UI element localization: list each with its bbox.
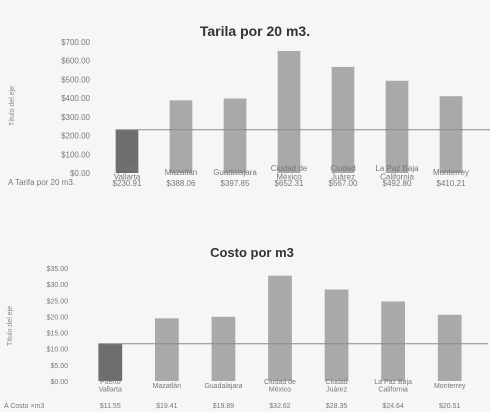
y-tick-label: $10.00 xyxy=(47,347,69,354)
bar xyxy=(154,318,179,381)
y-axis: $0.00 $100.00 $200.00 $300.00 $400.00 $500.00… xyxy=(61,38,90,178)
y-tick-label: $200.00 xyxy=(61,132,90,141)
chart-title: Tarila por 20 m3. xyxy=(200,23,310,39)
bar xyxy=(324,289,349,381)
data-table-value: $230.91 xyxy=(113,179,142,188)
y-tick-label: $30.00 xyxy=(47,282,69,289)
data-table-value: $32.62 xyxy=(269,403,291,410)
data-table-value: $410.21 xyxy=(437,179,466,188)
tarifa-chart: Tarila por 20 m3. Título del eje $0.00 $1… xyxy=(8,23,490,188)
data-table-value: $11.55 xyxy=(100,403,121,410)
x-tick-label: Monterrey xyxy=(434,383,466,390)
y-tick-label: $600.00 xyxy=(61,57,90,66)
data-table-row-label: A Tarifa por 20 m3. xyxy=(8,178,75,187)
y-tick-label: $100.00 xyxy=(61,150,90,159)
bar xyxy=(437,314,462,381)
data-table-value: $20.51 xyxy=(439,403,461,410)
data-table-value: $397.85 xyxy=(221,179,250,188)
bar xyxy=(169,100,193,173)
y-tick-label: $700.00 xyxy=(61,38,90,47)
y-tick-label: $500.00 xyxy=(61,75,90,84)
data-table-value: $24.64 xyxy=(382,403,404,410)
data-table-value: $28.35 xyxy=(326,403,348,410)
bar xyxy=(381,301,406,381)
bar xyxy=(223,98,247,173)
bar-series xyxy=(115,50,463,173)
data-table-row-label: A Costo ×m3 xyxy=(4,403,44,410)
data-table-value: $19.89 xyxy=(213,403,235,410)
data-table-value: $19.41 xyxy=(156,403,178,410)
x-tick-label: La Paz Baja California xyxy=(374,379,412,394)
bar xyxy=(268,275,292,381)
x-tick-label: Ciudad de México xyxy=(264,379,296,394)
costo-chart: Costo por m3 Título del eje $0.00 $5.00 $1… xyxy=(4,245,488,410)
y-tick-label: $5.00 xyxy=(50,363,68,370)
y-axis-label: Título del eje xyxy=(9,86,16,126)
x-tick-label: La Paz Baja California xyxy=(375,164,419,182)
y-tick-label: $300.00 xyxy=(61,113,90,122)
data-table-value: $388.06 xyxy=(167,179,196,188)
x-tick-label: Ciudad Juárez xyxy=(330,164,355,182)
data-table-value: $652.31 xyxy=(275,179,304,188)
y-tick-label: $20.00 xyxy=(47,314,69,321)
bar xyxy=(331,66,355,173)
data-table-value: $567.00 xyxy=(329,179,358,188)
x-tick-label: Mazatlán xyxy=(165,168,197,177)
data-table-values: $11.55 $19.41 $19.89 $32.62 $28.35 $24.64 $20.… xyxy=(100,403,461,410)
y-tick-label: $0.00 xyxy=(50,379,68,386)
y-axis: $0.00 $5.00 $10.00 $15.00 $20.00 $25.00 $30.00… xyxy=(47,266,69,386)
y-tick-label: $400.00 xyxy=(61,94,90,103)
data-table-value: $492.80 xyxy=(383,179,412,188)
x-tick-label: Puerto Vallarta xyxy=(114,164,141,182)
bar xyxy=(98,343,123,381)
y-axis-label: Título del eje xyxy=(7,306,14,346)
x-tick-label: Guadalajara xyxy=(213,168,257,177)
y-tick-label: $0.00 xyxy=(70,169,91,178)
x-tick-label: Puerto Vallarta xyxy=(99,379,122,394)
x-tick-label: Ciudad de México xyxy=(271,164,308,182)
x-tick-label: Ciudad Juárez xyxy=(325,379,347,394)
bar-series xyxy=(98,275,462,381)
x-tick-label: Monterrey xyxy=(433,168,469,177)
chart-title: Costo por m3 xyxy=(210,245,294,260)
bar xyxy=(115,129,139,173)
x-tick-label: Guadalajara xyxy=(204,383,242,390)
bar xyxy=(439,96,463,173)
y-tick-label: $35.00 xyxy=(47,266,69,273)
bar xyxy=(385,80,409,173)
y-tick-label: $25.00 xyxy=(47,298,69,305)
bar xyxy=(277,50,301,173)
bar xyxy=(211,316,236,381)
x-tick-label: Mazatlán xyxy=(153,383,182,390)
y-tick-label: $15.00 xyxy=(47,331,69,338)
data-table-values: $230.91 $388.06 $397.85 $652.31 $567.00 $492.… xyxy=(113,179,466,188)
